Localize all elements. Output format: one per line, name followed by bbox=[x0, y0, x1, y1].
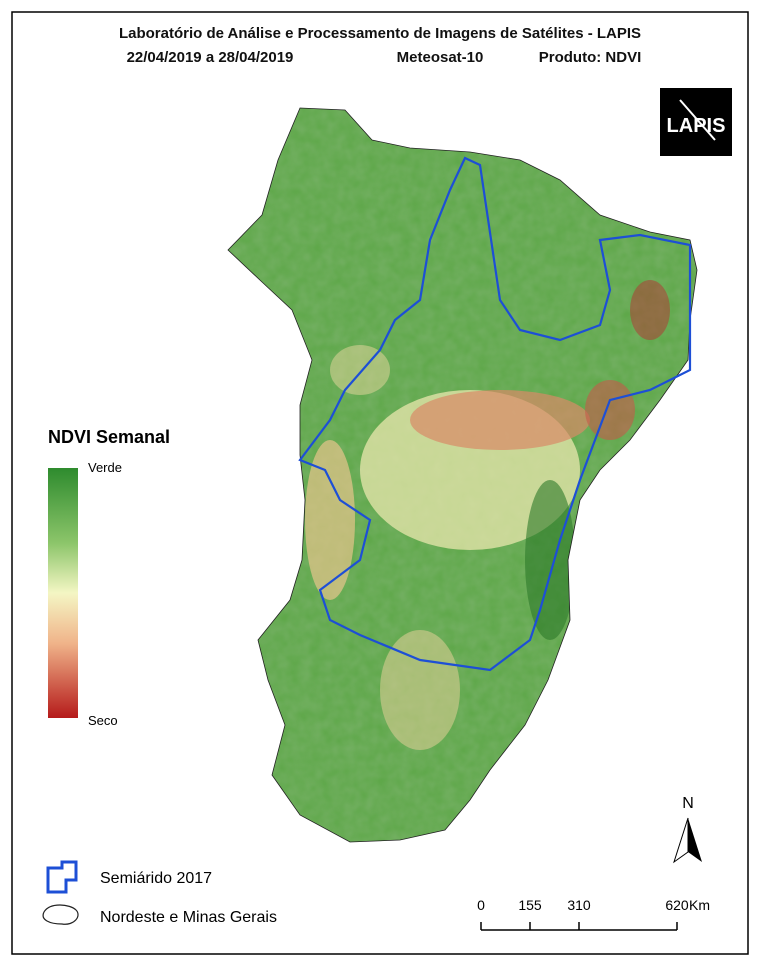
semiarid-symbol bbox=[46, 860, 78, 894]
scale-unit: Km bbox=[689, 897, 710, 913]
frame bbox=[11, 11, 749, 955]
region-symbol bbox=[42, 904, 79, 925]
semiarid-outline bbox=[298, 156, 692, 672]
satellite: Meteosat-10 bbox=[397, 49, 484, 66]
scale-label: 155 bbox=[518, 897, 542, 913]
north-label: N bbox=[682, 795, 694, 812]
legend-entry: Nordeste e Minas Gerais bbox=[100, 909, 277, 926]
scale-label: 620 bbox=[665, 897, 689, 913]
legend-title: NDVI Semanal bbox=[48, 427, 170, 447]
logo: LAPIS bbox=[660, 88, 732, 156]
scale-label: 0 bbox=[477, 897, 485, 913]
color-ramp bbox=[48, 468, 78, 718]
date-range: 22/04/2019 a 28/04/2019 bbox=[127, 49, 294, 66]
logo-text: LAPIS bbox=[667, 115, 726, 137]
legend-low: Seco bbox=[88, 713, 118, 728]
product: Produto: NDVI bbox=[539, 49, 642, 66]
title: Laboratório de Análise e Processamento d… bbox=[119, 25, 641, 42]
north-arrow: N bbox=[673, 795, 702, 864]
scale-bar: 0 155 310 620 Km bbox=[477, 897, 710, 931]
legend-entry: Semiárido 2017 bbox=[100, 870, 212, 887]
scale-label: 310 bbox=[567, 897, 591, 913]
ndvi-raster bbox=[228, 108, 697, 842]
legend-high: Verde bbox=[88, 460, 122, 475]
